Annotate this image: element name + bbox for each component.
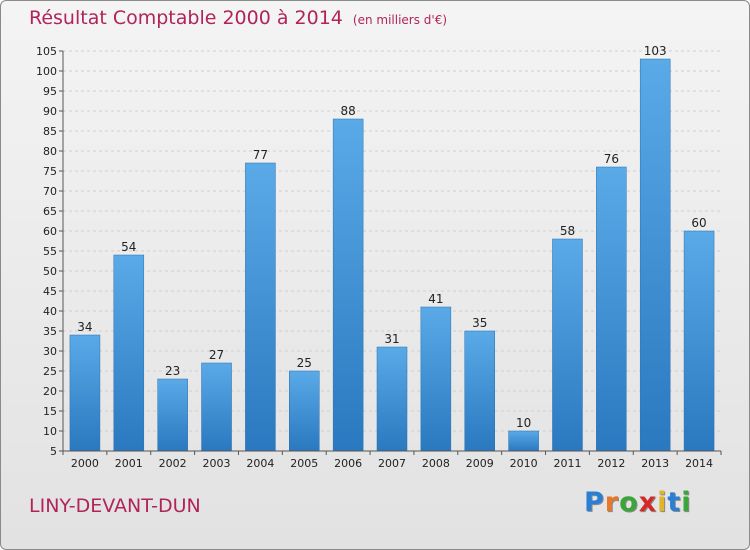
logo-letter: t: [667, 487, 682, 518]
bar[interactable]: [376, 346, 408, 452]
data-label: 10: [516, 416, 531, 430]
bar[interactable]: [289, 370, 320, 452]
bar[interactable]: [332, 118, 364, 452]
bars: 34 54 23 27 77 25 88 31 41 35 10 58 76 103 60: [69, 44, 715, 452]
town-name: LINY-DEVANT-DUN: [29, 495, 201, 517]
x-tick-label: 2006: [334, 457, 362, 470]
bar[interactable]: [157, 378, 188, 452]
y-tick-label: 30: [43, 345, 57, 358]
x-tick-label: 2014: [685, 457, 713, 470]
bar[interactable]: [245, 162, 276, 452]
y-tick-label: 55: [43, 245, 57, 258]
bar[interactable]: [683, 230, 715, 452]
data-label: 31: [384, 332, 399, 346]
y-tick-label: 90: [43, 105, 57, 118]
y-tick-label: 50: [43, 265, 57, 278]
data-label: 54: [121, 240, 136, 254]
data-label: 35: [472, 316, 487, 330]
x-axis: 2000 2001 2002 2003 2004 2005 2006 2007 2008 2009…: [62, 450, 722, 470]
x-tick-label: 2000: [71, 457, 99, 470]
bar[interactable]: [596, 166, 627, 452]
logo-letter: r: [604, 487, 620, 518]
logo-letter: o: [619, 487, 639, 518]
logo-letter: x: [638, 487, 658, 518]
bar[interactable]: [69, 334, 101, 452]
proxiti-logo[interactable]: Proxiti: [584, 487, 692, 518]
data-label: 88: [340, 104, 355, 118]
data-label: 41: [428, 292, 443, 306]
x-tick-label: 2008: [422, 457, 450, 470]
y-tick-label: 60: [43, 225, 57, 238]
bar[interactable]: [639, 58, 671, 452]
bar[interactable]: [508, 430, 539, 452]
y-tick-label: 15: [43, 405, 57, 418]
y-axis: 5 10 15 20 25 30 35 40 45 50 55 60 65 70 75 80 85 90 95 100…: [36, 45, 64, 458]
x-tick-label: 2002: [159, 457, 187, 470]
y-tick-label: 75: [43, 165, 57, 178]
data-label: 60: [691, 216, 706, 230]
y-tick-label: 95: [43, 85, 57, 98]
logo-letter: i: [681, 487, 692, 518]
y-tick-label: 35: [43, 325, 57, 338]
x-tick-label: 2007: [378, 457, 406, 470]
y-tick-label: 80: [43, 145, 57, 158]
bar[interactable]: [420, 306, 452, 452]
data-label: 34: [77, 320, 92, 334]
y-tick-label: 100: [36, 65, 57, 78]
x-tick-label: 2001: [115, 457, 143, 470]
bar[interactable]: [464, 330, 495, 452]
data-label: 27: [209, 348, 224, 362]
y-tick-label: 10: [43, 425, 57, 438]
chart-unit: (en milliers d'€): [352, 13, 448, 27]
data-label: 23: [165, 364, 180, 378]
data-label: 76: [604, 152, 619, 166]
logo-letter: P: [584, 487, 605, 518]
data-label: 103: [644, 44, 667, 58]
y-tick-label: 40: [43, 305, 57, 318]
x-tick-label: 2005: [290, 457, 318, 470]
y-tick-label: 20: [43, 385, 57, 398]
x-tick-label: 2012: [597, 457, 625, 470]
y-tick-label: 105: [36, 45, 57, 58]
y-tick-label: 65: [43, 205, 57, 218]
data-label: 77: [253, 148, 268, 162]
y-tick-label: 70: [43, 185, 57, 198]
y-tick-label: 25: [43, 365, 57, 378]
x-tick-label: 2011: [553, 457, 581, 470]
chart-title-text: Résultat Comptable 2000 à 2014: [29, 7, 343, 29]
bar[interactable]: [201, 362, 232, 452]
bar[interactable]: [552, 238, 583, 452]
chart-title: Résultat Comptable 2000 à 2014 (en millie…: [29, 7, 447, 29]
x-tick-label: 2004: [246, 457, 274, 470]
x-tick-label: 2013: [641, 457, 669, 470]
data-label: 25: [297, 356, 312, 370]
x-tick-label: 2009: [466, 457, 494, 470]
x-tick-label: 2010: [510, 457, 538, 470]
bar[interactable]: [113, 254, 145, 452]
logo-letter: i: [657, 487, 668, 518]
data-label: 58: [560, 224, 575, 238]
y-tick-label: 85: [43, 125, 57, 138]
x-tick-label: 2003: [203, 457, 231, 470]
y-tick-label: 45: [43, 285, 57, 298]
y-tick-label: 5: [50, 445, 57, 458]
